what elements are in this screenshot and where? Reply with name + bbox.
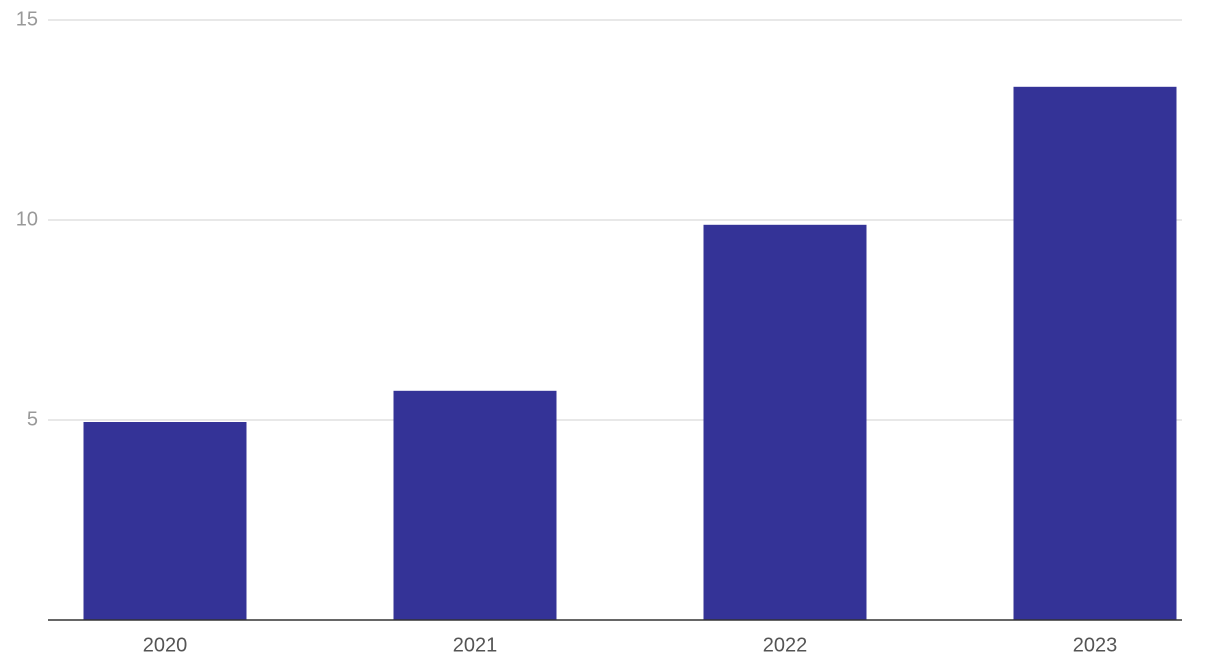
bar — [83, 422, 247, 620]
bar — [1013, 86, 1177, 621]
x-tick-label: 2020 — [143, 634, 188, 656]
x-tick-label: 2023 — [1073, 634, 1118, 656]
bar — [703, 224, 867, 621]
bar — [393, 390, 557, 620]
x-tick-label: 2022 — [763, 634, 808, 656]
x-tick-label: 2021 — [453, 634, 498, 656]
y-tick-label: 10 — [16, 208, 38, 230]
y-tick-label: 15 — [16, 8, 38, 30]
y-tick-label: 5 — [27, 408, 38, 430]
